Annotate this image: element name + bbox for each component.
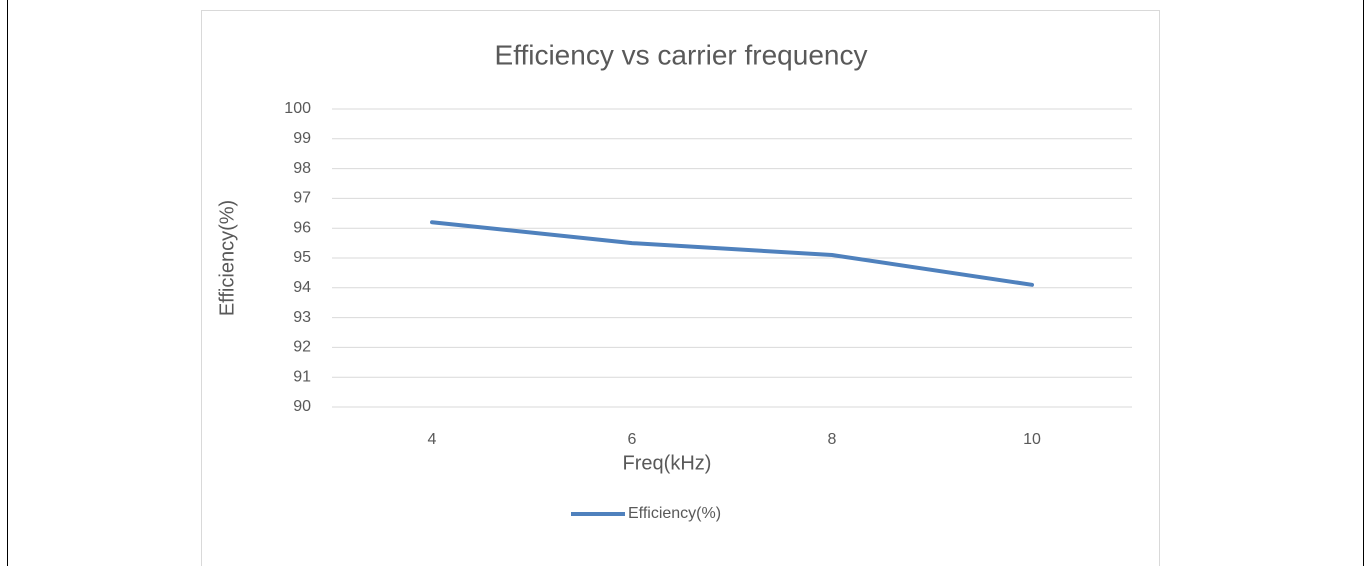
data-line [430, 220, 1034, 287]
y-tick-label: 99 [293, 130, 311, 147]
x-axis-label: Freq(kHz) [623, 452, 712, 474]
y-axis-label: Efficiency(%) [216, 200, 238, 316]
chart-title: Efficiency vs carrier frequency [495, 39, 868, 70]
y-tick-label: 94 [293, 279, 311, 296]
y-tick-label: 95 [293, 249, 311, 266]
x-tick-label: 10 [1023, 431, 1041, 448]
y-tick-label: 97 [293, 190, 311, 207]
y-tick-label: 91 [293, 368, 311, 385]
y-tick-label: 100 [284, 100, 311, 117]
y-tick-label: 96 [293, 219, 311, 236]
y-tick-label: 92 [293, 339, 311, 356]
x-tick-label: 4 [428, 431, 437, 448]
x-tick-label: 6 [628, 431, 637, 448]
y-tick-label: 90 [293, 398, 311, 415]
y-tick-label: 98 [293, 160, 311, 177]
legend-label: Efficiency(%) [628, 505, 721, 522]
y-tick-label: 93 [293, 309, 311, 326]
x-tick-label: 8 [828, 431, 837, 448]
